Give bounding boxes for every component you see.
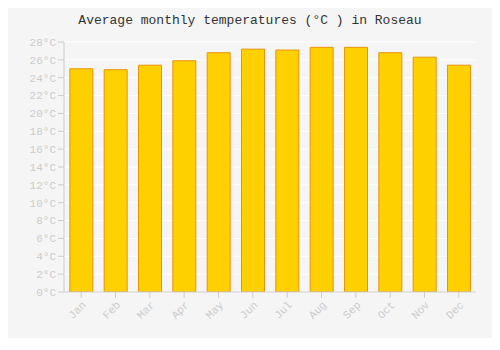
svg-text:12°C: 12°C	[30, 180, 57, 192]
svg-text:6°C: 6°C	[36, 233, 56, 245]
html-text:Average monthly temperatures (: Average monthly temperatures (°C ) in Ro…	[78, 13, 422, 28]
svg-text:Jan: Jan	[66, 299, 88, 321]
svg-text:Apr: Apr	[169, 299, 191, 321]
svg-text:Aug: Aug	[307, 299, 329, 321]
svg-text:Dec: Dec	[444, 299, 466, 321]
svg-text:2°C: 2°C	[36, 269, 56, 281]
svg-text:10°C: 10°C	[30, 198, 57, 210]
svg-text:Jun: Jun	[238, 299, 260, 321]
svg-text:0°C: 0°C	[36, 287, 56, 299]
svg-text:Sep: Sep	[341, 299, 363, 321]
svg-text:26°C: 26°C	[30, 55, 57, 67]
svg-text:20°C: 20°C	[30, 108, 57, 120]
svg-text:28°C: 28°C	[30, 37, 57, 49]
svg-text:Mar: Mar	[135, 299, 157, 321]
svg-text:Feb: Feb	[101, 299, 123, 321]
svg-text:Jul: Jul	[272, 299, 294, 321]
svg-text:18°C: 18°C	[30, 126, 57, 138]
svg-text:4°C: 4°C	[36, 251, 56, 263]
svg-text:24°C: 24°C	[30, 73, 57, 85]
svg-text:22°C: 22°C	[30, 90, 57, 102]
svg-text:16°C: 16°C	[30, 144, 57, 156]
svg-text:May: May	[204, 299, 227, 322]
svg-text:Oct: Oct	[375, 299, 397, 321]
svg-text:14°C: 14°C	[30, 162, 57, 174]
svg-text:8°C: 8°C	[36, 215, 56, 227]
svg-text:Nov: Nov	[410, 299, 433, 322]
